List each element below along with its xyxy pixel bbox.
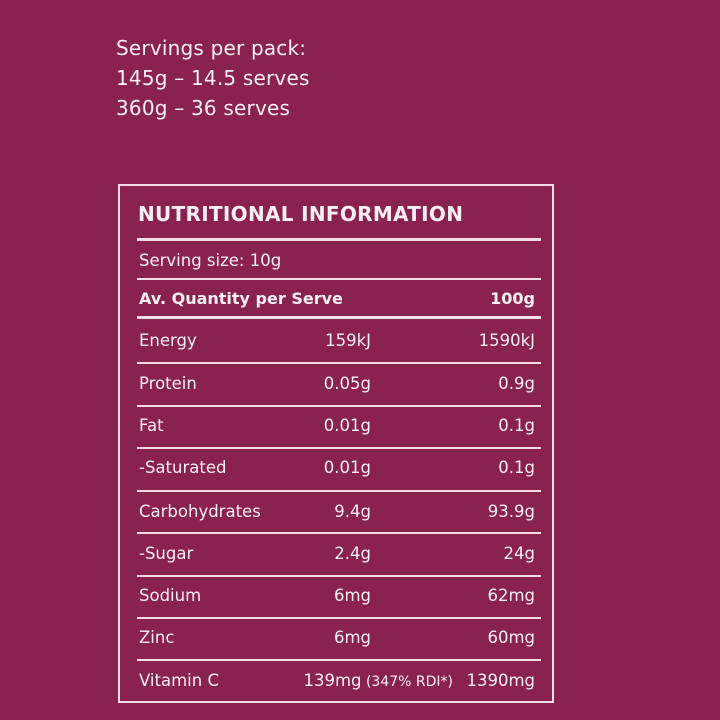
- table-row: Zinc 6mg 60mg: [139, 617, 539, 659]
- per-100g-value: 1390mg: [466, 671, 535, 690]
- nutrient-name: Fat: [139, 416, 164, 435]
- nutrient-name: Energy: [139, 331, 197, 350]
- divider: [137, 659, 541, 661]
- table-row: -Sugar 2.4g 24g: [139, 533, 539, 575]
- servings-line-145g: 145g – 14.5 serves: [116, 66, 310, 90]
- nutrition-panel: NUTRITIONAL INFORMATION Serving size: 10…: [118, 184, 554, 703]
- nutrient-name: Zinc: [139, 628, 175, 647]
- nutrient-name: -Saturated: [139, 458, 227, 477]
- divider: [137, 278, 541, 280]
- nutrient-name: -Sugar: [139, 544, 194, 563]
- divider: [137, 362, 541, 364]
- per-serve-amount: 139mg: [303, 671, 362, 690]
- divider: [137, 575, 541, 577]
- panel-title: NUTRITIONAL INFORMATION: [138, 202, 464, 226]
- divider: [137, 316, 541, 319]
- table-row: Energy 159kJ 1590kJ: [139, 320, 539, 362]
- rdi-percentage: (347% RDI*): [361, 674, 453, 690]
- per-serve-value: 6mg: [333, 628, 371, 647]
- per-serve-value: 0.01g: [323, 416, 371, 435]
- table-row: Sodium 6mg 62mg: [139, 575, 539, 617]
- table-header: Av. Quantity per Serve 100g: [139, 284, 539, 314]
- divider: [137, 447, 541, 449]
- table-row: Protein 0.05g 0.9g: [139, 363, 539, 405]
- per-100g-value: 62mg: [487, 586, 535, 605]
- divider: [137, 490, 541, 492]
- servings-line-360g: 360g – 36 serves: [116, 96, 291, 120]
- header-per-serve: Av. Quantity per Serve: [139, 289, 343, 308]
- per-serve-value: 139mg (347% RDI*): [303, 660, 453, 703]
- servings-heading: Servings per pack:: [116, 36, 307, 60]
- table-row: -Saturated 0.01g 0.1g: [139, 447, 539, 489]
- per-100g-value: 93.9g: [487, 502, 535, 521]
- divider: [137, 405, 541, 407]
- per-100g-value: 0.1g: [498, 458, 535, 477]
- table-row: Vitamin C 139mg (347% RDI*) 1390mg: [139, 660, 539, 702]
- header-per-100g: 100g: [490, 289, 535, 308]
- per-serve-value: 2.4g: [334, 544, 371, 563]
- per-serve-value: 0.01g: [323, 458, 371, 477]
- per-100g-value: 1590kJ: [478, 331, 535, 350]
- divider: [137, 238, 541, 241]
- per-100g-value: 24g: [503, 544, 535, 563]
- table-row: Fat 0.01g 0.1g: [139, 405, 539, 447]
- per-100g-value: 0.1g: [498, 416, 535, 435]
- per-serve-value: 0.05g: [323, 374, 371, 393]
- nutrient-name: Vitamin C: [139, 671, 219, 690]
- nutrient-name: Protein: [139, 374, 197, 393]
- per-serve-value: 9.4g: [334, 502, 371, 521]
- divider: [137, 532, 541, 534]
- divider: [137, 617, 541, 619]
- nutrient-name: Sodium: [139, 586, 202, 605]
- per-100g-value: 60mg: [487, 628, 535, 647]
- serving-size: Serving size: 10g: [139, 251, 282, 270]
- per-100g-value: 0.9g: [498, 374, 535, 393]
- per-serve-value: 159kJ: [325, 331, 371, 350]
- servings-per-pack: Servings per pack: 145g – 14.5 serves 36…: [116, 33, 310, 123]
- table-row: Carbohydrates 9.4g 93.9g: [139, 491, 539, 533]
- per-serve-value: 6mg: [333, 586, 371, 605]
- nutrient-name: Carbohydrates: [139, 502, 261, 521]
